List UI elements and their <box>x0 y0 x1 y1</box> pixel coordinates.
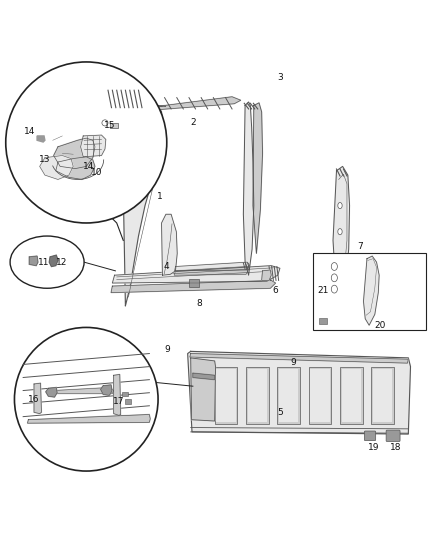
Ellipse shape <box>331 285 337 293</box>
Polygon shape <box>174 266 249 275</box>
Polygon shape <box>190 353 408 363</box>
Text: 14: 14 <box>83 162 94 171</box>
Bar <box>216 369 236 422</box>
Text: 8: 8 <box>197 299 202 308</box>
Text: 19: 19 <box>368 442 379 451</box>
Text: 20: 20 <box>374 321 386 330</box>
Text: 18: 18 <box>389 442 401 451</box>
Text: 21: 21 <box>317 286 328 295</box>
Polygon shape <box>333 166 350 297</box>
Polygon shape <box>187 351 410 434</box>
Circle shape <box>6 62 167 223</box>
Ellipse shape <box>338 229 342 235</box>
Polygon shape <box>46 387 57 397</box>
Text: 2: 2 <box>190 118 196 127</box>
Polygon shape <box>37 136 45 142</box>
Circle shape <box>102 120 108 126</box>
Bar <box>277 367 300 424</box>
Bar <box>189 279 199 287</box>
Polygon shape <box>253 103 262 254</box>
Text: 5: 5 <box>277 408 283 417</box>
Bar <box>319 318 327 324</box>
Polygon shape <box>29 256 38 265</box>
Bar <box>110 123 118 128</box>
Text: 10: 10 <box>92 168 103 177</box>
Polygon shape <box>123 103 162 305</box>
Text: 13: 13 <box>39 156 51 164</box>
Text: 17: 17 <box>113 397 125 406</box>
Bar <box>340 367 363 424</box>
FancyBboxPatch shape <box>364 431 376 441</box>
Ellipse shape <box>338 255 342 261</box>
Polygon shape <box>53 138 95 168</box>
Polygon shape <box>193 373 215 379</box>
Text: 7: 7 <box>357 243 364 252</box>
Ellipse shape <box>331 274 337 282</box>
Polygon shape <box>28 415 150 423</box>
FancyBboxPatch shape <box>386 430 400 441</box>
Polygon shape <box>191 358 215 421</box>
Bar <box>279 369 298 422</box>
Polygon shape <box>244 102 254 275</box>
Polygon shape <box>56 157 95 180</box>
Circle shape <box>14 327 158 471</box>
Bar <box>215 367 237 424</box>
Polygon shape <box>34 383 42 414</box>
Bar <box>122 392 127 396</box>
Polygon shape <box>364 256 379 325</box>
Polygon shape <box>114 375 120 415</box>
Polygon shape <box>49 255 58 266</box>
Text: 12: 12 <box>56 257 67 266</box>
Bar <box>373 369 392 422</box>
Bar <box>342 369 361 422</box>
Polygon shape <box>261 270 271 280</box>
Polygon shape <box>175 262 250 271</box>
Ellipse shape <box>10 236 84 288</box>
Polygon shape <box>101 385 112 395</box>
Bar <box>247 367 269 424</box>
Bar <box>371 367 394 424</box>
Text: 14: 14 <box>24 127 35 136</box>
Bar <box>311 369 329 422</box>
Text: 1: 1 <box>157 192 163 201</box>
Text: 4: 4 <box>164 262 170 271</box>
Ellipse shape <box>338 203 342 208</box>
Polygon shape <box>111 280 276 293</box>
Polygon shape <box>162 214 177 275</box>
Bar <box>309 367 331 424</box>
Text: 15: 15 <box>103 120 115 130</box>
Polygon shape <box>113 265 280 283</box>
Ellipse shape <box>331 263 337 270</box>
Text: 6: 6 <box>273 286 279 295</box>
Text: 16: 16 <box>28 395 40 403</box>
Polygon shape <box>81 135 106 157</box>
Polygon shape <box>40 156 73 180</box>
Polygon shape <box>156 97 241 110</box>
Text: 9: 9 <box>290 358 296 367</box>
Text: 11: 11 <box>38 257 50 266</box>
Bar <box>248 369 267 422</box>
Text: 9: 9 <box>164 345 170 354</box>
Bar <box>313 254 426 329</box>
Polygon shape <box>53 387 114 393</box>
Bar <box>125 399 131 403</box>
Text: 3: 3 <box>277 72 283 82</box>
